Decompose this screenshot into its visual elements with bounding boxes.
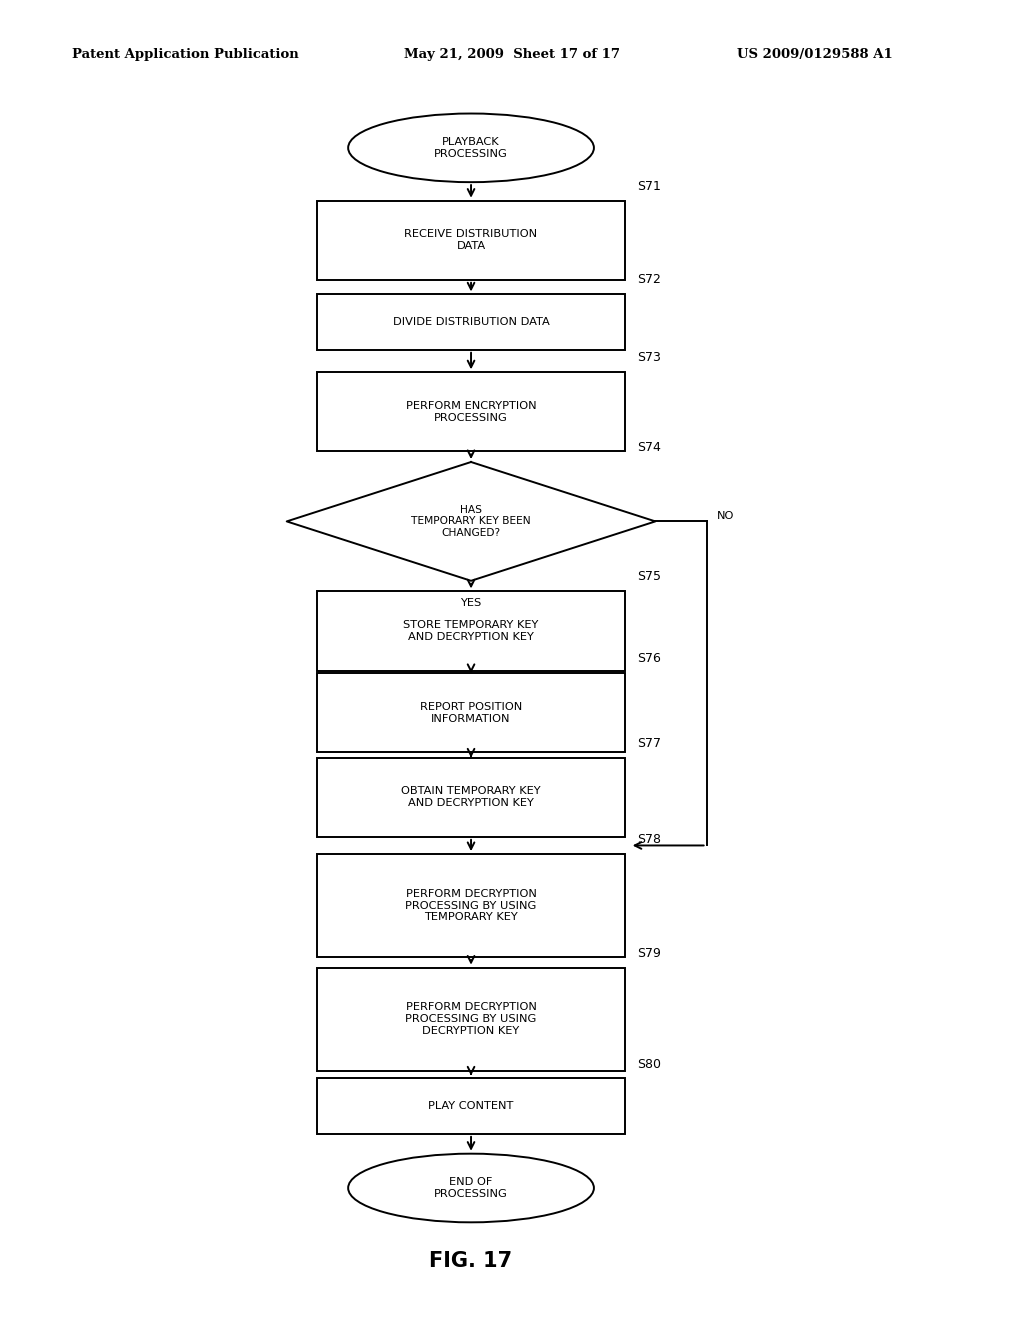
FancyBboxPatch shape [317, 758, 625, 837]
Text: PERFORM DECRYPTION
PROCESSING BY USING
DECRYPTION KEY: PERFORM DECRYPTION PROCESSING BY USING D… [406, 1002, 537, 1036]
Text: S71: S71 [637, 180, 660, 193]
Ellipse shape [348, 1154, 594, 1222]
Text: YES: YES [461, 598, 481, 609]
FancyBboxPatch shape [317, 294, 625, 350]
Text: OBTAIN TEMPORARY KEY
AND DECRYPTION KEY: OBTAIN TEMPORARY KEY AND DECRYPTION KEY [401, 787, 541, 808]
FancyBboxPatch shape [317, 372, 625, 451]
Text: PLAYBACK
PROCESSING: PLAYBACK PROCESSING [434, 137, 508, 158]
FancyBboxPatch shape [317, 1078, 625, 1134]
Text: S73: S73 [637, 351, 660, 364]
Text: S74: S74 [637, 441, 660, 454]
Text: PERFORM ENCRYPTION
PROCESSING: PERFORM ENCRYPTION PROCESSING [406, 401, 537, 422]
Text: US 2009/0129588 A1: US 2009/0129588 A1 [737, 48, 893, 61]
Text: S79: S79 [637, 946, 660, 960]
Text: S72: S72 [637, 273, 660, 286]
Text: PLAY CONTENT: PLAY CONTENT [428, 1101, 514, 1111]
Text: Patent Application Publication: Patent Application Publication [72, 48, 298, 61]
Text: REPORT POSITION
INFORMATION: REPORT POSITION INFORMATION [420, 702, 522, 723]
Text: PERFORM DECRYPTION
PROCESSING BY USING
TEMPORARY KEY: PERFORM DECRYPTION PROCESSING BY USING T… [406, 888, 537, 923]
FancyBboxPatch shape [317, 968, 625, 1071]
FancyBboxPatch shape [317, 673, 625, 752]
FancyBboxPatch shape [317, 201, 625, 280]
Text: RECEIVE DISTRIBUTION
DATA: RECEIVE DISTRIBUTION DATA [404, 230, 538, 251]
Polygon shape [287, 462, 655, 581]
Text: S78: S78 [637, 833, 660, 846]
Text: S76: S76 [637, 652, 660, 665]
Text: S80: S80 [637, 1057, 660, 1071]
FancyBboxPatch shape [317, 591, 625, 671]
Text: FIG. 17: FIG. 17 [429, 1250, 513, 1271]
Text: S77: S77 [637, 737, 660, 750]
Text: S75: S75 [637, 570, 660, 583]
Text: May 21, 2009  Sheet 17 of 17: May 21, 2009 Sheet 17 of 17 [404, 48, 621, 61]
Text: STORE TEMPORARY KEY
AND DECRYPTION KEY: STORE TEMPORARY KEY AND DECRYPTION KEY [403, 620, 539, 642]
FancyBboxPatch shape [317, 854, 625, 957]
Text: DIVIDE DISTRIBUTION DATA: DIVIDE DISTRIBUTION DATA [392, 317, 550, 327]
Ellipse shape [348, 114, 594, 182]
Text: END OF
PROCESSING: END OF PROCESSING [434, 1177, 508, 1199]
Text: HAS
TEMPORARY KEY BEEN
CHANGED?: HAS TEMPORARY KEY BEEN CHANGED? [412, 504, 530, 539]
Text: NO: NO [717, 511, 734, 521]
